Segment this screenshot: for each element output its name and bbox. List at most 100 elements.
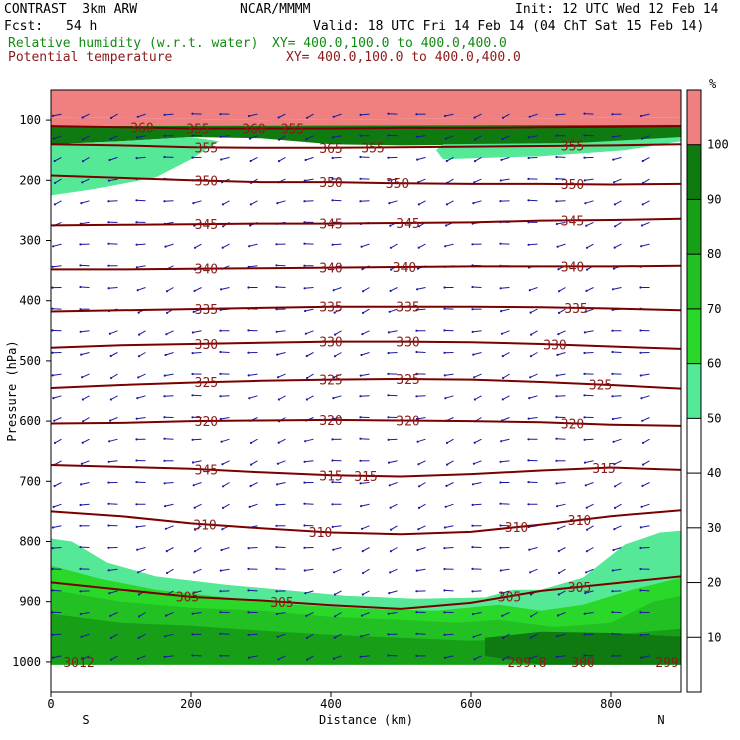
- wind-vector-head: [165, 333, 168, 336]
- wind-vector-head: [499, 179, 502, 182]
- wind-vector-head: [444, 505, 447, 508]
- wind-vector: [557, 612, 566, 616]
- wind-vector: [136, 156, 146, 159]
- wind-vector-head: [135, 481, 138, 484]
- wind-vector: [306, 655, 314, 661]
- wind-vector: [334, 612, 342, 617]
- wind-vector: [418, 503, 426, 509]
- wind-vector-head: [193, 550, 197, 553]
- wind-vector-head: [500, 310, 503, 313]
- wind-vector: [614, 503, 622, 509]
- theta-contour-label: 320: [195, 415, 218, 430]
- wind-vector-head: [277, 160, 281, 163]
- wind-vector-head: [219, 654, 222, 657]
- wind-vector-head: [165, 290, 169, 293]
- wind-vector-head: [443, 567, 446, 571]
- wind-vector: [304, 460, 314, 463]
- wind-vector-head: [585, 506, 588, 509]
- wind-vector-head: [107, 221, 110, 224]
- wind-vector-head: [110, 376, 113, 380]
- wind-vector-head: [501, 138, 504, 141]
- wind-vector: [642, 156, 650, 162]
- wind-vector-head: [530, 615, 533, 618]
- wind-vector: [614, 525, 622, 530]
- wind-vector-head: [53, 203, 57, 206]
- wind-vector: [333, 655, 342, 660]
- wind-vector-head: [529, 636, 532, 639]
- wind-vector: [332, 156, 342, 159]
- y-tick-label: 400: [19, 294, 41, 308]
- wind-vector-head: [499, 242, 502, 245]
- y-tick-label: 800: [19, 535, 41, 549]
- wind-vector-head: [79, 285, 82, 289]
- wind-vector-head: [360, 245, 363, 248]
- wind-vector-head: [501, 355, 504, 358]
- wind-vector-head: [583, 394, 586, 397]
- wind-vector: [641, 221, 650, 226]
- theta-contour-label: 299: [655, 656, 678, 671]
- theta-contour-label: 325: [319, 374, 342, 389]
- theta-contour-label: 325: [589, 379, 612, 394]
- wind-vector-head: [416, 548, 419, 552]
- wind-vector: [472, 330, 482, 333]
- rh-fill-layer: [51, 90, 681, 692]
- wind-vector-head: [474, 138, 477, 141]
- wind-vector: [445, 395, 454, 399]
- wind-vector: [584, 460, 594, 464]
- wind-vector-head: [387, 633, 390, 636]
- wind-vector-head: [304, 332, 307, 335]
- wind-vector-head: [79, 567, 82, 571]
- wind-vector-head: [79, 524, 82, 527]
- wind-vector-head: [641, 419, 644, 422]
- wind-vector-head: [221, 246, 224, 249]
- wind-vector-head: [473, 398, 476, 401]
- wind-vector: [194, 503, 202, 509]
- wind-vector-head: [360, 527, 364, 530]
- wind-vector-head: [275, 612, 278, 616]
- wind-vector: [558, 547, 566, 552]
- wind-vector-head: [249, 224, 252, 227]
- wind-vector-head: [415, 590, 418, 593]
- wind-vector-head: [473, 441, 476, 444]
- wind-vector: [80, 286, 90, 288]
- wind-vector: [110, 135, 118, 140]
- rh-field-xy: XY= 400.0,100.0 to 400.0,400.0: [272, 36, 507, 51]
- wind-vector-head: [639, 611, 642, 614]
- wind-vector: [136, 417, 146, 420]
- wind-vector-head: [556, 635, 559, 638]
- wind-vector-head: [81, 181, 84, 184]
- wind-vector-head: [611, 288, 615, 291]
- wind-vector-head: [275, 285, 278, 289]
- wind-vector-head: [275, 243, 278, 246]
- wind-vector: [529, 287, 538, 291]
- theta-contour-315: [51, 464, 681, 478]
- wind-vector-head: [276, 635, 279, 638]
- wind-vector: [361, 243, 370, 248]
- wind-vector: [192, 438, 202, 441]
- wind-vector-head: [527, 199, 530, 202]
- wind-vector: [558, 330, 566, 335]
- wind-vector-head: [389, 224, 392, 227]
- wind-vector-head: [164, 505, 167, 508]
- wind-vector-head: [306, 116, 309, 119]
- wind-vector-head: [557, 311, 561, 314]
- theta-contour-label: 330: [195, 338, 218, 353]
- wind-vector: [250, 482, 258, 487]
- wind-vector: [614, 460, 622, 465]
- wind-vector-head: [192, 310, 195, 313]
- wind-vector-head: [222, 225, 225, 228]
- wind-vector-head: [555, 155, 558, 159]
- wind-vector: [641, 395, 650, 399]
- wind-vector-head: [79, 330, 82, 333]
- wind-vector-head: [135, 503, 138, 506]
- wind-vector-head: [583, 372, 586, 375]
- wind-vector-head: [51, 526, 55, 529]
- wind-vector: [334, 590, 342, 595]
- wind-vector: [612, 287, 622, 290]
- wind-vector-head: [277, 398, 280, 401]
- wind-vector-head: [557, 593, 560, 596]
- wind-vector: [473, 373, 482, 378]
- wind-vector-head: [331, 243, 334, 246]
- x-axis-label: Distance (km): [319, 713, 413, 727]
- wind-vector-head: [586, 268, 589, 271]
